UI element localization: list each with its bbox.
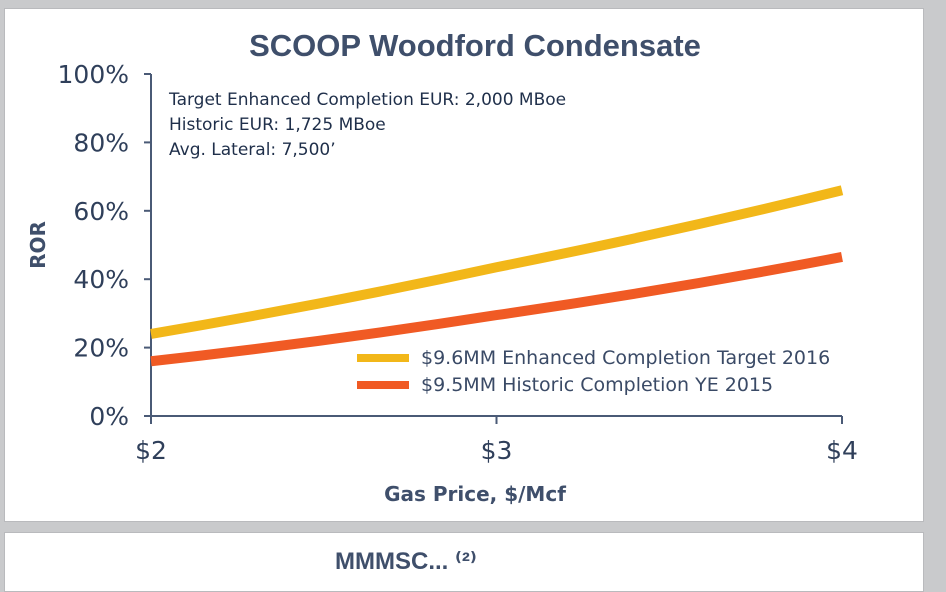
annotation-line: Target Enhanced Completion EUR: 2,000 MB… xyxy=(168,90,566,110)
series-line-1 xyxy=(150,252,843,367)
series-lines xyxy=(150,185,844,367)
x-tick-label: $2 xyxy=(135,436,167,465)
y-tick-label: 80% xyxy=(73,128,129,157)
legend-label-0: $9.6MM Enhanced Completion Target 2016 xyxy=(421,347,830,369)
legend-label-1: $9.5MM Historic Completion YE 2015 xyxy=(421,374,773,396)
chart-canvas: SCOOP Woodford Condensate ROR Gas Price,… xyxy=(26,28,858,506)
y-tick-label: 100% xyxy=(58,60,129,89)
x-axis-title: Gas Price, $/Mcf xyxy=(384,482,566,506)
x-ticks: $2 $3 $4 xyxy=(135,416,858,465)
chart-panel: SCOOP Woodford Condensate ROR Gas Price,… xyxy=(4,8,924,522)
x-tick-label: $4 xyxy=(826,436,858,465)
series-line-0 xyxy=(150,185,844,339)
y-tick-label: 20% xyxy=(73,334,129,363)
annotation-line: Avg. Lateral: 7,500’ xyxy=(169,140,336,160)
legend: $9.6MM Enhanced Completion Target 2016 $9… xyxy=(357,347,830,396)
x-tick-label: $3 xyxy=(481,436,513,465)
y-ticks: 0% 20% 40% 60% 80% 100% xyxy=(58,60,151,431)
second-chart-panel: MMMSC... ⁽²⁾ xyxy=(4,532,924,592)
y-tick-label: 0% xyxy=(89,402,129,431)
annotation-line: Historic EUR: 1,725 MBoe xyxy=(169,115,386,135)
y-axis-title: ROR xyxy=(26,221,50,269)
second-chart-title: MMMSC... ⁽²⁾ xyxy=(335,548,477,575)
y-tick-label: 60% xyxy=(73,197,129,226)
y-tick-label: 40% xyxy=(73,265,129,294)
annotations: Target Enhanced Completion EUR: 2,000 MB… xyxy=(168,90,566,160)
chart-title: SCOOP Woodford Condensate xyxy=(249,28,701,63)
